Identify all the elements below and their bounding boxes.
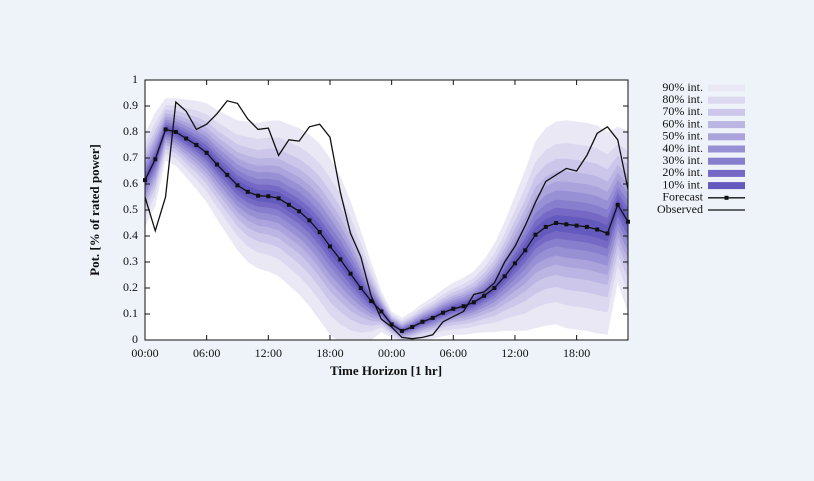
- forecast-marker: [266, 194, 271, 199]
- forecast-marker: [584, 224, 589, 229]
- forecast-marker: [379, 309, 384, 314]
- series-line: [144, 100, 629, 340]
- legend-label: 60% int.: [662, 116, 703, 130]
- y-tick-label: 0.3: [123, 254, 138, 268]
- legend-label: Observed: [657, 202, 703, 216]
- y-tick-label: 0.8: [123, 124, 138, 138]
- forecast-marker: [338, 257, 343, 262]
- legend-swatch: [708, 157, 745, 165]
- forecast-marker: [143, 178, 147, 183]
- forecast-marker: [410, 325, 415, 329]
- forecast-marker: [358, 286, 363, 290]
- legend-swatch: [708, 182, 745, 190]
- y-axis-label: Pot. [% of rated power]: [87, 144, 102, 276]
- forecast-marker: [523, 248, 528, 253]
- y-tick-label: 0.5: [123, 202, 138, 216]
- y-tick-label: 1: [132, 72, 138, 86]
- forecast-marker: [369, 299, 374, 303]
- forecast-marker: [441, 310, 446, 315]
- forecast-marker: [307, 218, 312, 223]
- forecast-marker: [574, 223, 579, 228]
- forecast-marker: [297, 209, 302, 214]
- forecast-marker: [286, 202, 291, 207]
- forecast-marker: [153, 157, 158, 162]
- forecast-marker: [605, 231, 610, 236]
- forecast-marker: [626, 219, 630, 224]
- forecast-marker: [256, 193, 261, 198]
- x-tick-label: 00:00: [131, 346, 158, 360]
- x-axis-label: Time Horizon [1 hr]: [330, 363, 442, 378]
- forecast-marker: [420, 319, 425, 324]
- legend-label: 20% int.: [662, 165, 703, 179]
- y-tick-label: 0.2: [123, 280, 138, 294]
- forecast-marker: [451, 306, 456, 311]
- x-tick-label: 18:00: [563, 346, 590, 360]
- forecast-marker: [276, 196, 281, 201]
- forecast-marker: [327, 244, 332, 249]
- forecast-marker: [184, 136, 189, 141]
- forecast-marker: [564, 222, 569, 227]
- x-tick-label: 12:00: [501, 346, 528, 360]
- legend-swatch: [708, 121, 745, 129]
- forecast-marker: [214, 162, 219, 167]
- x-tick-label: 12:00: [255, 346, 282, 360]
- forecast-marker: [533, 232, 538, 237]
- x-tick-label: 06:00: [440, 346, 467, 360]
- legend-label: 90% int.: [662, 80, 703, 94]
- forecast-marker: [348, 271, 353, 276]
- forecast-marker: [235, 183, 240, 188]
- legend-label: 10% int.: [662, 177, 703, 191]
- x-tick-label: 06:00: [193, 346, 220, 360]
- forecast-marker: [430, 315, 435, 320]
- forecast-marker: [615, 202, 620, 207]
- forecast-marker: [512, 261, 517, 266]
- forecast-marker: [245, 189, 250, 194]
- y-tick-label: 0.6: [123, 176, 138, 190]
- forecast-marker: [543, 224, 548, 229]
- forecast-marker: [389, 322, 394, 327]
- x-tick-label: 00:00: [378, 346, 405, 360]
- forecast-marker: [461, 304, 466, 309]
- y-tick-label: 0.1: [123, 306, 138, 320]
- legend-swatch: [708, 96, 745, 104]
- legend-label: 30% int.: [662, 153, 703, 167]
- forecast-marker: [225, 172, 230, 177]
- legend-marker: [724, 195, 729, 200]
- legend-swatch: [708, 84, 745, 92]
- x-tick-label: 18:00: [316, 346, 343, 360]
- legend-label: 80% int.: [662, 92, 703, 106]
- legend-label: 40% int.: [662, 141, 703, 155]
- forecast-marker: [173, 130, 178, 134]
- interval-band: [145, 124, 628, 333]
- forecast-marker: [502, 274, 507, 279]
- legend-label: 50% int.: [662, 129, 703, 143]
- forecast-marker: [554, 221, 559, 225]
- forecast-marker: [595, 227, 600, 232]
- forecast-marker: [482, 293, 487, 298]
- forecast-marker: [163, 127, 168, 132]
- forecast-marker: [399, 328, 404, 333]
- legend-swatch: [708, 133, 745, 141]
- y-tick-label: 0: [132, 332, 138, 346]
- y-tick-label: 0.7: [123, 150, 138, 164]
- legend-swatch: [708, 169, 745, 177]
- forecast-marker: [204, 150, 209, 155]
- forecast-marker: [194, 143, 199, 147]
- forecast-marker: [317, 230, 322, 235]
- legend-swatch: [708, 145, 745, 153]
- legend-label: Forecast: [662, 190, 703, 204]
- forecast-marker: [471, 300, 476, 305]
- y-tick-label: 0.4: [123, 228, 138, 242]
- y-tick-label: 0.9: [123, 98, 138, 112]
- legend-swatch: [708, 108, 745, 116]
- forecast-marker: [492, 286, 497, 290]
- bands: [145, 98, 628, 340]
- legend-label: 70% int.: [662, 104, 703, 118]
